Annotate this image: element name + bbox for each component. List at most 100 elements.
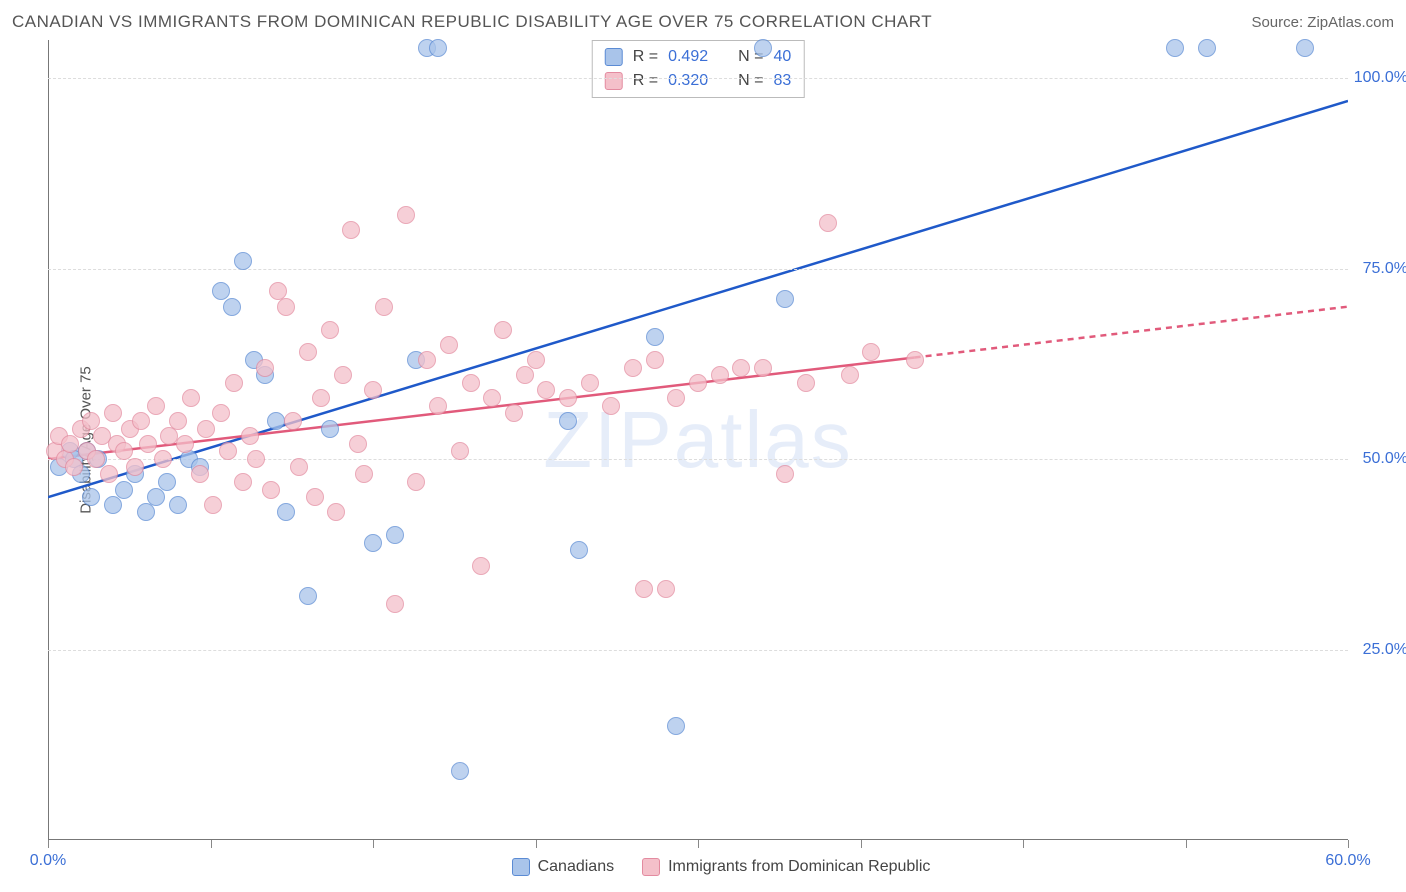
data-point (115, 481, 133, 499)
data-point (262, 481, 280, 499)
data-point (219, 442, 237, 460)
data-point (299, 343, 317, 361)
data-point (312, 389, 330, 407)
data-point (657, 580, 675, 598)
data-point (776, 290, 794, 308)
y-tick-label: 25.0% (1353, 641, 1406, 659)
data-point (234, 473, 252, 491)
data-point (386, 526, 404, 544)
data-point (711, 366, 729, 384)
bottom-legend: Canadians Immigrants from Dominican Repu… (48, 858, 1394, 876)
data-point (197, 420, 215, 438)
x-tick (373, 840, 374, 848)
n-label-1: N = (738, 72, 763, 90)
watermark: ZIPatlas (543, 394, 852, 486)
data-point (364, 534, 382, 552)
y-tick-label: 50.0% (1353, 450, 1406, 468)
data-point (61, 435, 79, 453)
data-point (1296, 39, 1314, 57)
data-point (483, 389, 501, 407)
bottom-legend-swatch-0 (512, 858, 530, 876)
data-point (100, 465, 118, 483)
data-point (137, 503, 155, 521)
y-tick-label: 75.0% (1353, 260, 1406, 278)
n-value-1: 83 (773, 72, 791, 90)
data-point (65, 458, 83, 476)
bottom-legend-label-0: Canadians (538, 858, 615, 876)
data-point (169, 412, 187, 430)
data-point (321, 420, 339, 438)
data-point (667, 717, 685, 735)
data-point (451, 762, 469, 780)
data-point (440, 336, 458, 354)
data-point (570, 541, 588, 559)
data-point (1166, 39, 1184, 57)
data-point (646, 328, 664, 346)
y-tick-label: 100.0% (1353, 69, 1406, 87)
bottom-legend-item-0: Canadians (512, 858, 615, 876)
data-point (418, 351, 436, 369)
data-point (139, 435, 157, 453)
data-point (223, 298, 241, 316)
gridline-h (48, 78, 1348, 79)
data-point (176, 435, 194, 453)
source-label: Source: ZipAtlas.com (1251, 14, 1394, 31)
data-point (667, 389, 685, 407)
data-point (349, 435, 367, 453)
data-point (342, 221, 360, 239)
data-point (87, 450, 105, 468)
data-point (559, 389, 577, 407)
data-point (334, 366, 352, 384)
data-point (462, 374, 480, 392)
data-point (1198, 39, 1216, 57)
r-value-0: 0.492 (668, 48, 708, 66)
data-point (906, 351, 924, 369)
data-point (862, 343, 880, 361)
data-point (277, 298, 295, 316)
x-tick (698, 840, 699, 848)
x-tick (211, 840, 212, 848)
y-axis-line (48, 40, 49, 840)
data-point (689, 374, 707, 392)
x-tick (1348, 840, 1349, 848)
data-point (256, 359, 274, 377)
data-point (819, 214, 837, 232)
data-point (277, 503, 295, 521)
legend-swatch-0 (605, 48, 623, 66)
x-tick (1186, 840, 1187, 848)
data-point (841, 366, 859, 384)
chart-title: CANADIAN VS IMMIGRANTS FROM DOMINICAN RE… (12, 12, 932, 32)
data-point (191, 465, 209, 483)
data-point (284, 412, 302, 430)
correlation-row-1: R = 0.320 N = 83 (605, 69, 792, 93)
plot-area: ZIPatlas R = 0.492 N = 40 R = 0.320 N = … (48, 40, 1348, 840)
data-point (624, 359, 642, 377)
data-point (537, 381, 555, 399)
x-tick (536, 840, 537, 848)
r-value-1: 0.320 (668, 72, 708, 90)
data-point (375, 298, 393, 316)
data-point (306, 488, 324, 506)
data-point (797, 374, 815, 392)
data-point (386, 595, 404, 613)
data-point (364, 381, 382, 399)
data-point (182, 389, 200, 407)
chart-container: CANADIAN VS IMMIGRANTS FROM DOMINICAN RE… (0, 0, 1406, 892)
data-point (494, 321, 512, 339)
data-point (82, 488, 100, 506)
data-point (212, 404, 230, 422)
data-point (327, 503, 345, 521)
n-value-0: 40 (773, 48, 791, 66)
data-point (776, 465, 794, 483)
data-point (154, 450, 172, 468)
data-point (290, 458, 308, 476)
plot-outer: Disability Age Over 75 ZIPatlas R = 0.49… (48, 40, 1394, 840)
data-point (646, 351, 664, 369)
data-point (126, 458, 144, 476)
data-point (527, 351, 545, 369)
bottom-legend-swatch-1 (642, 858, 660, 876)
data-point (225, 374, 243, 392)
data-point (407, 473, 425, 491)
data-point (132, 412, 150, 430)
title-bar: CANADIAN VS IMMIGRANTS FROM DOMINICAN RE… (12, 8, 1394, 36)
